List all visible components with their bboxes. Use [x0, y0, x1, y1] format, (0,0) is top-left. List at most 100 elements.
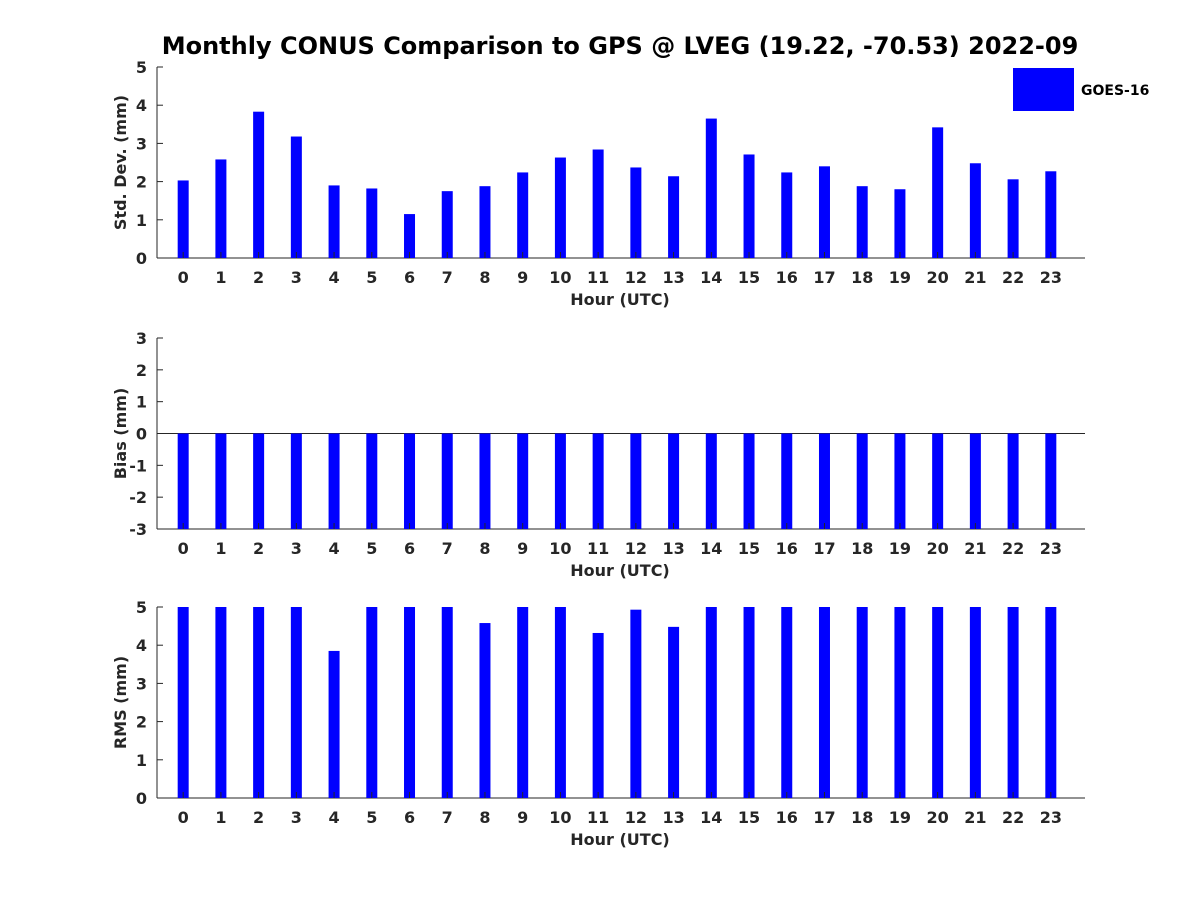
rms-bar: [894, 607, 906, 798]
rms-x-tick-label: 0: [178, 808, 189, 827]
std-dev-x-tick-label: 10: [549, 268, 571, 287]
std-dev-x-tick-label: 3: [291, 268, 302, 287]
std-dev-x-tick-label: 4: [329, 268, 340, 287]
rms-x-tick-label: 14: [700, 808, 722, 827]
std-dev-x-tick-label: 2: [253, 268, 264, 287]
rms-bar: [479, 623, 491, 798]
bias-x-tick-label: 0: [178, 539, 189, 558]
rms-bar: [328, 650, 340, 798]
bias-y-label: Bias (mm): [111, 388, 130, 480]
bias-bar: [177, 433, 189, 529]
rms-bar: [215, 607, 227, 798]
rms-y-tick-label: 5: [136, 598, 147, 617]
bias-x-tick-label: 21: [964, 539, 986, 558]
rms-x-tick-label: 13: [662, 808, 684, 827]
bias-y-tick-label: 3: [136, 329, 147, 348]
chart-title: Monthly CONUS Comparison to GPS @ LVEG (…: [162, 32, 1079, 60]
std-dev-x-tick-label: 13: [662, 268, 684, 287]
std-dev-x-tick-label: 1: [215, 268, 226, 287]
rms-bar: [290, 607, 302, 798]
bias-x-tick-label: 7: [442, 539, 453, 558]
legend-label: GOES-16: [1081, 83, 1149, 99]
std-dev-x-tick-label: 20: [927, 268, 949, 287]
std-dev-y-tick-label: 3: [136, 134, 147, 153]
std-dev-x-tick-label: 16: [776, 268, 798, 287]
std-dev-x-tick-label: 6: [404, 268, 415, 287]
bias-bar: [818, 433, 830, 529]
bias-y-tick-label: -3: [129, 520, 147, 539]
std-dev-bar: [404, 214, 416, 258]
std-dev-x-tick-label: 21: [964, 268, 986, 287]
std-dev-x-tick-label: 17: [813, 268, 835, 287]
std-dev-y-tick-label: 4: [136, 96, 147, 115]
std-dev-x-tick-label: 12: [625, 268, 647, 287]
std-dev-x-tick-label: 23: [1040, 268, 1062, 287]
bias-x-tick-label: 1: [215, 539, 226, 558]
bias-bar: [215, 433, 227, 529]
rms-bar: [668, 626, 680, 798]
bias-bar: [630, 433, 642, 529]
rms-x-tick-label: 23: [1040, 808, 1062, 827]
std-dev-x-tick-label: 0: [178, 268, 189, 287]
std-dev-x-tick-label: 5: [366, 268, 377, 287]
rms-x-tick-label: 21: [964, 808, 986, 827]
bias-x-tick-label: 8: [479, 539, 490, 558]
std-dev-bar: [441, 191, 453, 258]
rms-y-label: RMS (mm): [111, 656, 130, 749]
bias-bar: [441, 433, 453, 529]
bias-x-tick-label: 20: [927, 539, 949, 558]
std-dev-bar: [932, 127, 944, 258]
bias-x-tick-label: 12: [625, 539, 647, 558]
rms-x-tick-label: 12: [625, 808, 647, 827]
legend: GOES-16: [1013, 68, 1149, 111]
bias-x-tick-label: 9: [517, 539, 528, 558]
bias-y-tick-label: -2: [129, 488, 147, 507]
rms-x-tick-label: 10: [549, 808, 571, 827]
bias-bar: [517, 433, 529, 529]
bias-bar: [1007, 433, 1019, 529]
rms-x-tick-label: 17: [813, 808, 835, 827]
rms-bar: [743, 607, 755, 798]
rms-y-tick-label: 3: [136, 674, 147, 693]
bias-x-tick-label: 13: [662, 539, 684, 558]
rms-x-tick-label: 16: [776, 808, 798, 827]
rms-bar: [592, 632, 604, 798]
rms-x-label: Hour (UTC): [570, 830, 670, 849]
bias-x-tick-label: 15: [738, 539, 760, 558]
std-dev-bar: [215, 159, 227, 258]
rms-x-tick-label: 1: [215, 808, 226, 827]
rms-bar: [404, 607, 416, 798]
bias-y-tick-label: 0: [136, 425, 147, 444]
std-dev-x-tick-label: 7: [442, 268, 453, 287]
bias-x-tick-label: 19: [889, 539, 911, 558]
std-dev-y-label: Std. Dev. (mm): [111, 95, 130, 230]
bias-bar: [328, 433, 340, 529]
std-dev-bar: [969, 163, 981, 258]
std-dev-bar: [554, 157, 566, 258]
bias-y-tick-label: 1: [136, 393, 147, 412]
bias-x-tick-label: 3: [291, 539, 302, 558]
std-dev-bar: [894, 189, 906, 258]
rms-bar: [781, 607, 793, 798]
std-dev-bar: [818, 166, 830, 258]
bias-x-tick-label: 22: [1002, 539, 1024, 558]
bias-bar: [366, 433, 378, 529]
std-dev-x-tick-label: 9: [517, 268, 528, 287]
bias-bar: [969, 433, 981, 529]
bias-x-tick-label: 11: [587, 539, 609, 558]
rms-y-tick-label: 1: [136, 751, 147, 770]
rms-bar: [705, 607, 717, 798]
rms-bar: [554, 607, 566, 798]
std-dev-y-tick-label: 5: [136, 58, 147, 77]
std-dev-x-label: Hour (UTC): [570, 290, 670, 309]
legend-swatch: [1013, 68, 1074, 111]
std-dev-x-tick-label: 15: [738, 268, 760, 287]
std-dev-x-tick-label: 19: [889, 268, 911, 287]
rms-x-tick-label: 2: [253, 808, 264, 827]
rms-y-tick-label: 2: [136, 713, 147, 732]
std-dev-bar: [592, 149, 604, 258]
std-dev-y-tick-label: 2: [136, 173, 147, 192]
